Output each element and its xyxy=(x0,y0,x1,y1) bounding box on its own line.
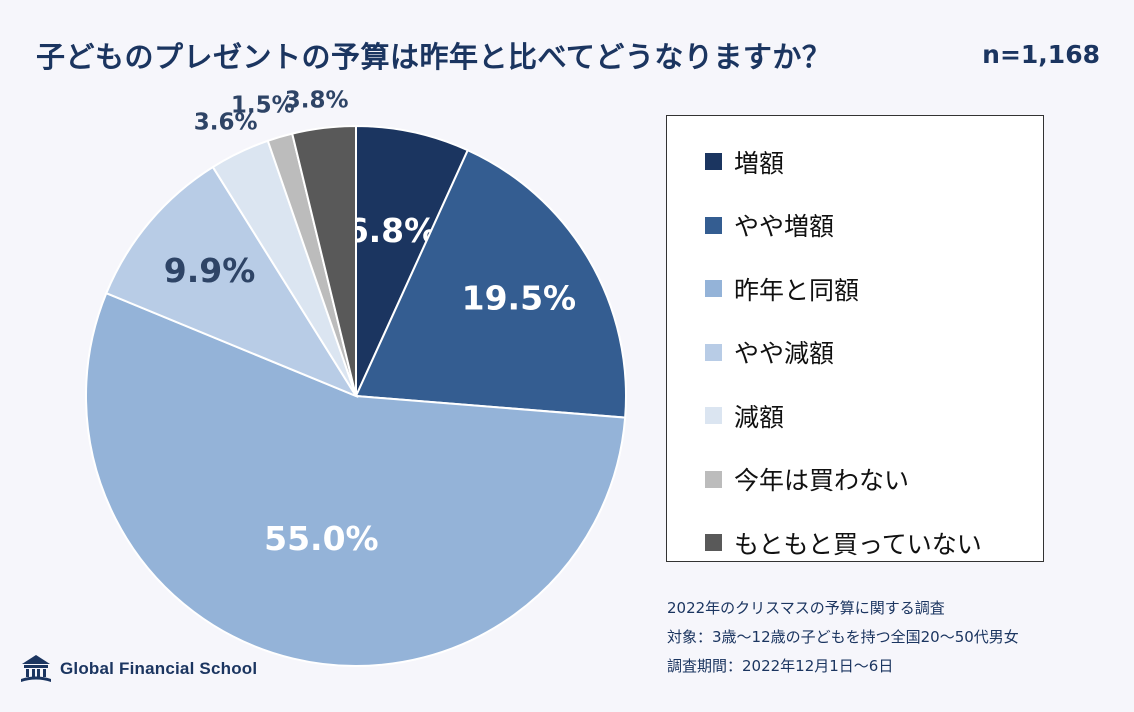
pie-slice xyxy=(105,165,359,399)
sample-size: n=1,168 xyxy=(982,40,1100,69)
slice-data-label: 55.0% xyxy=(264,519,379,558)
legend-item: 昨年と同額 xyxy=(705,257,1043,321)
slice-data-label: 1.5% xyxy=(231,92,295,118)
slice-data-label: 3.6% xyxy=(194,110,258,136)
brand-logo: Global Financial School xyxy=(18,653,257,685)
legend-label: 昨年と同額 xyxy=(734,275,860,305)
pie-slice xyxy=(355,124,470,397)
pie-slice xyxy=(354,148,627,419)
legend-swatch xyxy=(705,470,722,488)
legend-label: 今年は買わない xyxy=(734,466,910,496)
legend: 増額やや増額昨年と同額やや減額減額今年は買わないもともと買っていない xyxy=(666,115,1044,562)
legend-item: もともと買っていない xyxy=(705,511,1043,575)
legend-label: やや減額 xyxy=(734,339,835,369)
legend-swatch xyxy=(705,534,722,552)
survey-period: 調査期間：2022年12月1日～6日 xyxy=(667,657,894,675)
legend-item: 減額 xyxy=(705,384,1043,448)
legend-swatch xyxy=(705,280,722,298)
slice-data-label: 3.8% xyxy=(285,88,349,114)
legend-item: 今年は買わない xyxy=(705,448,1043,512)
legend-label: 増額 xyxy=(734,148,785,178)
pie-chart: 6.8% 19.5% 55.0% 9.9% 3.6%1.5%3.8% xyxy=(85,88,627,667)
pie-slice xyxy=(85,291,627,667)
logo-text: Global Financial School xyxy=(60,659,258,678)
legend-item: やや減額 xyxy=(705,321,1043,385)
school-building-icon xyxy=(21,655,51,682)
legend-swatch xyxy=(705,343,722,361)
survey-name: 2022年のクリスマスの予算に関する調査 xyxy=(667,599,945,617)
legend-item: 増額 xyxy=(705,130,1043,194)
legend-swatch xyxy=(705,153,722,171)
survey-notes: 2022年のクリスマスの予算に関する調査 対象：3歳～12歳の子どもを持つ全国2… xyxy=(667,594,1019,681)
pie-slice xyxy=(291,124,357,397)
legend-swatch xyxy=(705,216,722,234)
slice-data-label: 19.5% xyxy=(462,279,577,318)
chart-title: 子どものプレゼントの予算は昨年と比べてどうなりますか？ xyxy=(36,40,832,74)
survey-target: 対象：3歳～12歳の子どもを持つ全国20～50代男女 xyxy=(667,628,1019,646)
slice-data-label: 9.9% xyxy=(164,251,256,290)
legend-item: やや増額 xyxy=(705,194,1043,258)
legend-label: やや増額 xyxy=(734,212,835,242)
legend-swatch xyxy=(705,407,722,425)
slice-data-label: 6.8% xyxy=(346,211,438,250)
legend-label: もともと買っていない xyxy=(734,529,982,559)
legend-label: 減額 xyxy=(734,402,785,432)
